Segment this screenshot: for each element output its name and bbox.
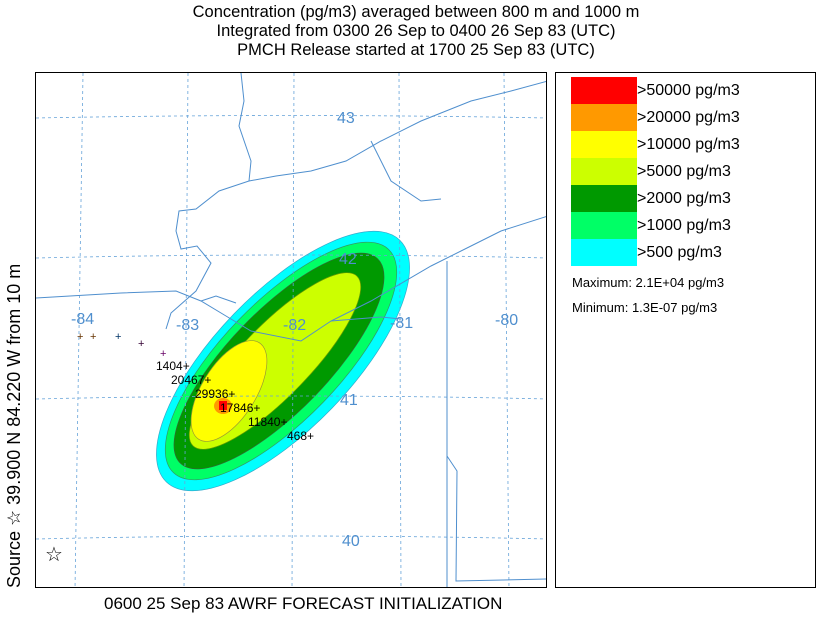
star-icon: ☆ (45, 544, 63, 566)
plus-marker: + (77, 331, 83, 343)
legend-swatch (571, 104, 637, 131)
station-label: 1404+ (156, 359, 190, 373)
station-label: 17846+ (220, 401, 260, 415)
plus-marker: + (90, 331, 96, 343)
plus-marker: + (115, 331, 121, 343)
legend-swatch (571, 185, 637, 212)
source-label: Source ☆ 39.900 N 84.220 W from 10 m (4, 263, 24, 588)
lon-label: -81 (390, 315, 413, 332)
lon-label: -82 (283, 317, 306, 334)
lat-label: 43 (337, 110, 355, 127)
legend-swatch (571, 239, 637, 266)
maximum-value: Maximum: 2.1E+04 pg/m3 (572, 275, 725, 290)
footer-label: 0600 25 Sep 83 AWRF FORECAST INITIALIZAT… (104, 594, 503, 613)
lat-label: 40 (342, 533, 360, 550)
minimum-value: Minimum: 1.3E-07 pg/m3 (572, 300, 718, 315)
map-panel: -84 -83 -82 -81 -80 43 42 41 40 + + + + … (35, 72, 547, 588)
legend-label: >50000 pg/m3 (637, 82, 740, 99)
plus-marker: + (138, 338, 144, 350)
title-line-1: Concentration (pg/m3) averaged between 8… (192, 3, 640, 21)
legend-panel: >50000 pg/m3 >20000 pg/m3 >10000 pg/m3 >… (555, 72, 816, 588)
title-line-2: Integrated from 0300 26 Sep to 0400 26 S… (216, 22, 616, 40)
station-label: 20467+ (171, 373, 211, 387)
lon-label: -83 (176, 317, 199, 334)
legend-swatch (571, 158, 637, 185)
legend-label: >1000 pg/m3 (637, 217, 731, 234)
graticule (36, 73, 546, 587)
legend-label: >500 pg/m3 (637, 244, 722, 261)
legend-label: >10000 pg/m3 (637, 136, 740, 153)
title-line-3: PMCH Release started at 1700 25 Sep 83 (… (237, 41, 595, 59)
station-label: 29936+ (195, 387, 235, 401)
contour-50000 (219, 401, 227, 410)
legend-swatch (571, 77, 637, 104)
lat-label: 41 (340, 392, 358, 409)
legend-label: >2000 pg/m3 (637, 190, 731, 207)
legend-label: >20000 pg/m3 (637, 109, 740, 126)
station-label: 468+ (287, 429, 314, 443)
plume (156, 230, 410, 492)
lon-label: -80 (495, 312, 518, 329)
legend-swatch (571, 131, 637, 158)
plus-marker: + (160, 348, 166, 360)
lat-label: 42 (339, 251, 357, 268)
legend-label: >5000 pg/m3 (637, 163, 731, 180)
contour-10000 (190, 340, 268, 442)
legend-swatch (571, 212, 637, 239)
station-label: 11840+ (248, 415, 288, 429)
lon-label: -84 (71, 311, 94, 328)
boundaries (36, 73, 546, 587)
map-svg: -84 -83 -82 -81 -80 43 42 41 40 + + + + … (36, 73, 546, 587)
